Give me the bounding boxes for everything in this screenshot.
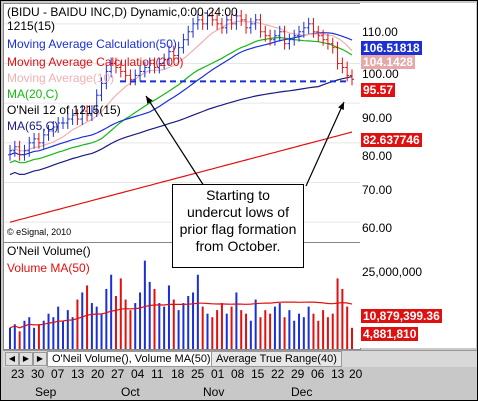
x-tick: 27: [111, 367, 125, 381]
arrow-to-current-price: [305, 101, 345, 187]
annotation-line: Starting to: [206, 187, 270, 203]
price-tick: 70.00: [362, 183, 393, 197]
x-tick: 08: [231, 367, 245, 381]
annotation-callout: Starting to undercut lows of prior flag …: [172, 184, 304, 268]
price-tick: 100.00: [362, 67, 399, 81]
ma200-label: Moving Average Calculation(200): [7, 55, 184, 69]
x-tick: 20: [349, 367, 363, 381]
ma65-line: [9, 76, 353, 176]
volume-ma-label: Volume MA(50): [7, 261, 90, 275]
ma10-value-tag: 104.1428: [361, 55, 416, 69]
x-axis: 23 30 07 13 20 27 04 11 18 25 01 08 15 2…: [3, 367, 477, 400]
month-label: Dec: [291, 385, 313, 399]
ma50-label: Moving Average Calculation(50): [7, 37, 177, 51]
ma10-label: Moving Average(10): [7, 71, 115, 85]
x-tick: 30: [31, 367, 45, 381]
volume-title: O'Neil Volume(): [7, 244, 91, 258]
sub-title: 1215(15): [7, 19, 56, 33]
tab-atr[interactable]: Average True Range(40): [211, 351, 342, 367]
x-tick: 13: [71, 367, 85, 381]
x-tick: 22: [271, 367, 285, 381]
x-tick: 20: [91, 367, 105, 381]
x-tick: 18: [171, 367, 185, 381]
x-tick: 07: [51, 367, 65, 381]
x-tick: 23: [11, 367, 25, 381]
ma200-line: [9, 131, 353, 223]
last-price-tag: 95.57: [361, 83, 396, 97]
annotation-line: undercut lows of: [187, 204, 289, 220]
volume-ma-tag: 10,879,399.36: [361, 309, 442, 323]
copyright: © eSignal, 2010: [7, 227, 72, 237]
tab-volume[interactable]: O'Neil Volume(), Volume MA(50): [47, 351, 216, 367]
price-tick: 60.00: [362, 221, 393, 235]
ma50-value-tag: 106.51818: [361, 41, 422, 55]
x-tick: 06: [311, 367, 325, 381]
x-tick: 15: [251, 367, 265, 381]
scroll-right-icon[interactable]: ▶: [19, 352, 33, 366]
arrow-to-current-price-head: [338, 102, 344, 110]
scroll-left-icon[interactable]: ◀: [5, 352, 19, 366]
month-label: Nov: [203, 385, 225, 399]
indicator-tab-bar: ◀ ▶ ▶ O'Neil Volume(), Volume MA(50) Ave…: [3, 350, 477, 367]
x-tick: 11: [151, 367, 164, 381]
price-panel[interactable]: (BIDU - BAIDU INC,D) Dynamic,0:00-24:00 …: [3, 3, 361, 243]
x-tick: 29: [291, 367, 305, 381]
x-tick: 04: [131, 367, 145, 381]
x-tick: 25: [191, 367, 205, 381]
scroll-end-icon[interactable]: ▶: [33, 352, 47, 366]
ma20-label: MA(20,C): [7, 87, 59, 101]
symbol-title: (BIDU - BAIDU INC,D) Dynamic,0:00-24:00: [7, 5, 238, 19]
volume-tick: 25,000,000: [362, 265, 423, 279]
oneil-label: O'Neil 12 of 1215(15): [7, 103, 121, 117]
price-tick: 90.00: [362, 111, 393, 125]
volume-last-tag: 4,881,810: [361, 327, 419, 341]
annotation-line: from October.: [195, 238, 281, 254]
ma20-line: [9, 36, 353, 164]
ma10-line: [9, 20, 353, 152]
arrow-to-october-low-head: [146, 96, 153, 104]
arrow-to-october-low: [145, 95, 205, 187]
price-tick: 80.00: [362, 149, 393, 163]
ma50-line: [9, 32, 353, 156]
month-label: Oct: [121, 385, 140, 399]
ma200-value-tag: 82.637746: [361, 133, 422, 147]
x-tick: 01: [211, 367, 225, 381]
right-scale: 110.00 100.00 90.00 80.00 70.00 60.00 10…: [360, 3, 476, 348]
x-tick: 13: [331, 367, 345, 381]
ma65-label: MA(65,C): [7, 119, 59, 133]
price-tick: 110.00: [362, 25, 398, 39]
volume-chart[interactable]: [4, 243, 360, 349]
volume-ma-line: [9, 301, 353, 329]
month-label: Sep: [35, 385, 57, 399]
annotation-line: prior flag formation: [179, 221, 297, 237]
